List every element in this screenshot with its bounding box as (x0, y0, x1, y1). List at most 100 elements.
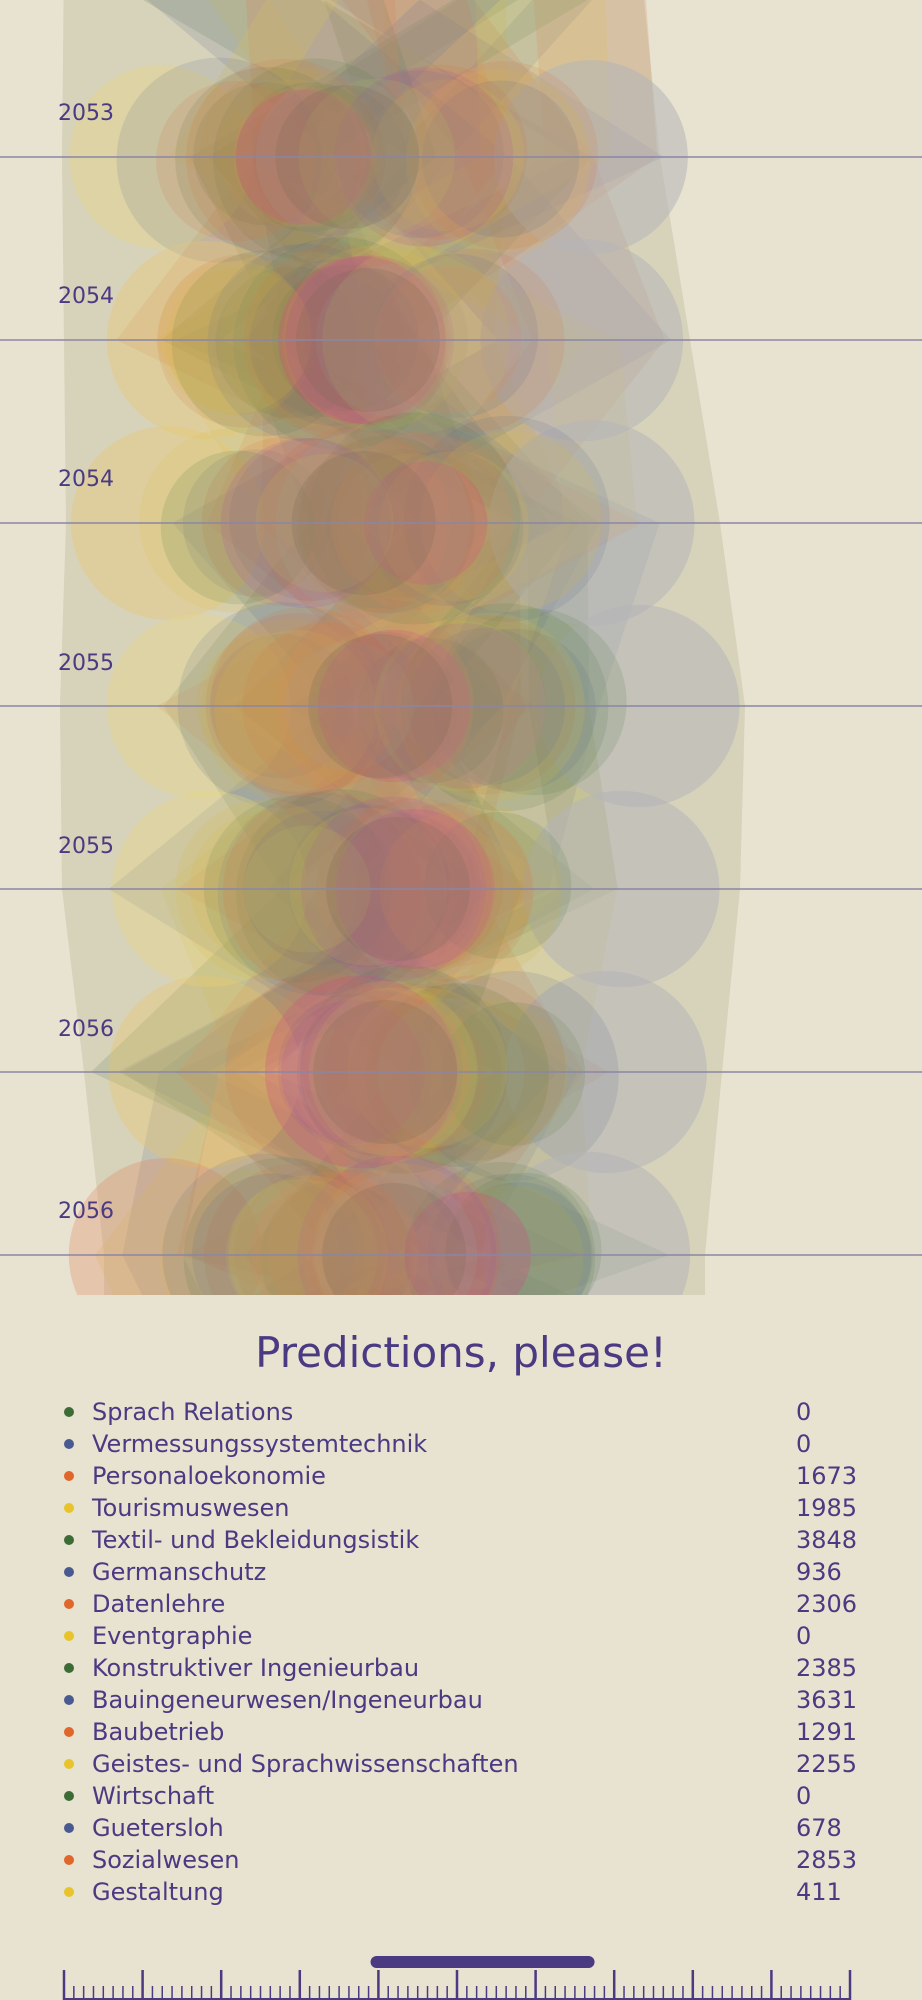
legend-series-name: Sprach Relations (92, 1398, 294, 1426)
legend-dot-icon (64, 1791, 74, 1801)
stream-bubble (175, 67, 361, 253)
legend-series-name: Vermessungssystemtechnik (92, 1430, 428, 1458)
legend-series-value: 2255 (796, 1750, 858, 1778)
stream-band (122, 0, 594, 1295)
legend-series-value: 0 (796, 1430, 812, 1458)
stream-bubble (432, 628, 596, 792)
stream-bubble (199, 66, 378, 245)
year-label: 2055 (58, 651, 114, 676)
legend-item: Vermessungssystemtechnik 0 (0, 1428, 922, 1460)
stream-bubble (417, 999, 568, 1150)
stream-bubble (233, 236, 447, 451)
stream-bubble (347, 987, 508, 1149)
legend-series-name: Textil- und Bekleidungsistik (92, 1526, 420, 1554)
stream-bubble (335, 70, 504, 239)
stream-bubble (403, 415, 610, 622)
stream-bubble (352, 64, 528, 240)
timeline-range-handle[interactable] (370, 1956, 595, 1968)
stream-bubble (312, 1163, 492, 1295)
stream-bubble (236, 789, 445, 998)
stream-bubble (296, 435, 475, 614)
stream-bubble (396, 612, 585, 802)
stream-bubble (422, 80, 580, 238)
stream-bubble (288, 807, 447, 966)
stream-bubble (220, 251, 396, 427)
stream-bubble (357, 637, 504, 784)
legend-item: Konstruktiver Ingenieurbau 2385 (0, 1652, 922, 1684)
stream-bubble (68, 1158, 263, 1295)
timeline-scrubber[interactable] (0, 1940, 922, 2000)
stream-bubble (277, 992, 433, 1148)
year-label: 2056 (58, 1199, 114, 1224)
stream-band (94, 0, 576, 1295)
stream-bubble (300, 429, 485, 614)
legend-series-value: 3848 (796, 1526, 858, 1554)
legend-item: Eventgraphie 0 (0, 1620, 922, 1652)
stream-bubble (229, 438, 392, 601)
stream-bubble (329, 797, 504, 972)
legend-item: Bauingeneurwesen/Ingeneurbau 3631 (0, 1684, 922, 1716)
legend-series-name: Konstruktiver Ingenieurbau (92, 1654, 420, 1682)
stream-bubble (166, 267, 315, 416)
stream-bubble (297, 1155, 497, 1295)
stream-bubble (427, 1173, 592, 1295)
stream-bubble (160, 1168, 340, 1295)
stream-bubble (320, 993, 486, 1159)
stream-bubble (404, 1162, 596, 1295)
stream-bubble (156, 80, 317, 242)
stream-bubble (308, 412, 521, 625)
stream-bubble (314, 1173, 478, 1295)
stream-bubble (200, 619, 384, 803)
timeline-ticks (62, 1970, 852, 2000)
stream-bubble (365, 983, 549, 1167)
stream-bubble (158, 260, 312, 414)
year-label: 2054 (58, 284, 114, 309)
stream-bubble (283, 245, 469, 431)
stream-chart: 2053 2054 2054 2055 2055 2056 2056 (0, 0, 922, 1295)
stream-bubble (380, 975, 566, 1161)
stream-bubble (302, 1153, 501, 1295)
stream-band (177, 0, 658, 1295)
legend-series-name: Gestaltung (92, 1878, 224, 1906)
stream-band (174, 0, 618, 1295)
stream-bubble (372, 79, 524, 232)
stream-bubble (254, 84, 407, 237)
legend-series-value: 3631 (796, 1686, 858, 1714)
stream-bubble (250, 259, 418, 426)
legend-dot-icon (64, 1439, 74, 1449)
stream-bubble (336, 453, 486, 602)
legend-series-value: 411 (796, 1878, 842, 1906)
legend-item: Gestaltung 411 (0, 1876, 922, 1908)
year-label: 2053 (58, 101, 114, 126)
stream-bubble (296, 989, 464, 1157)
legend-item: Geistes- und Sprachwissenschaften 2255 (0, 1748, 922, 1780)
stream-bubble (217, 79, 366, 228)
legend-dot-icon (64, 1535, 74, 1545)
stream-bubble (217, 792, 421, 996)
stream-band (91, 0, 670, 1295)
stream-bubble (301, 991, 454, 1144)
legend-series-value: 0 (796, 1782, 812, 1810)
legend-series-value: 2385 (796, 1654, 858, 1682)
stream-bubble (215, 266, 368, 419)
stream-bubble (441, 1002, 586, 1146)
stream-bubble (483, 1151, 691, 1295)
stream-bubble (445, 1172, 602, 1295)
stream-bubble (287, 804, 450, 968)
stream-bubble (193, 82, 337, 226)
legend-series-value: 2853 (796, 1846, 858, 1874)
legend-dot-icon (64, 1855, 74, 1865)
stream-band (161, 0, 580, 1295)
stream-bubble (196, 633, 337, 774)
legend-series-name: Germanschutz (92, 1558, 267, 1586)
stream-bubble (325, 983, 501, 1158)
legend: Sprach Relations 0 Vermessungssystemtechni… (0, 1396, 922, 1908)
legend-series-value: 678 (796, 1814, 842, 1842)
stream-bubble (260, 1181, 413, 1295)
stream-band (252, 0, 600, 1295)
stream-bubble (354, 803, 533, 982)
legend-series-name: Guetersloh (92, 1814, 224, 1842)
stream-bubble (189, 811, 340, 962)
stream-bubble (162, 1153, 365, 1295)
year-labels: 2053 2054 2054 2055 2055 2056 2056 (58, 101, 114, 1224)
